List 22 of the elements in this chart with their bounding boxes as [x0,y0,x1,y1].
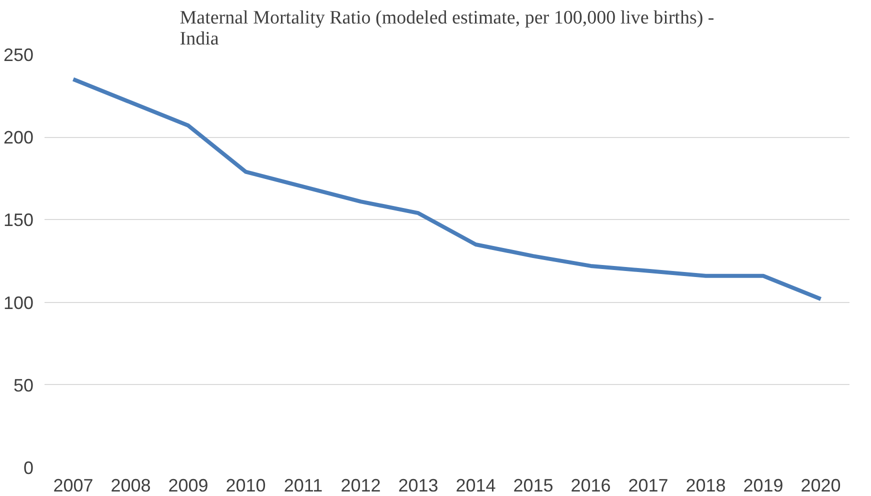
x-tick-label: 2008 [110,476,151,496]
y-tick-label: 0 [23,458,34,478]
x-tick-label: 2017 [628,476,668,496]
x-tick-label: 2016 [570,476,611,496]
x-tick-label: 2010 [226,476,266,496]
x-tick-label: 2018 [686,476,726,496]
x-tick-label: 2014 [456,476,496,496]
line-series [71,77,823,301]
x-tick-label: 2013 [398,476,438,496]
y-tick-label: 250 [3,45,34,65]
y-tick-label: 200 [3,128,34,148]
y-tick-label: 150 [3,210,34,230]
chart-title: Maternal Mortality Ratio (modeled estimate, per 100,000 live births) - India [180,8,714,50]
y-tick-label: 100 [3,292,34,313]
x-tick-label: 2012 [340,476,381,496]
x-tick-label: 2009 [168,476,208,496]
x-tick-label: 2007 [53,476,94,496]
x-tick-label: 2011 [284,476,323,496]
x-tick-label: 2015 [513,476,554,496]
x-tick-label: 2019 [743,476,784,496]
y-tick-label: 50 [13,375,34,396]
x-tick-label: 2020 [800,476,841,496]
